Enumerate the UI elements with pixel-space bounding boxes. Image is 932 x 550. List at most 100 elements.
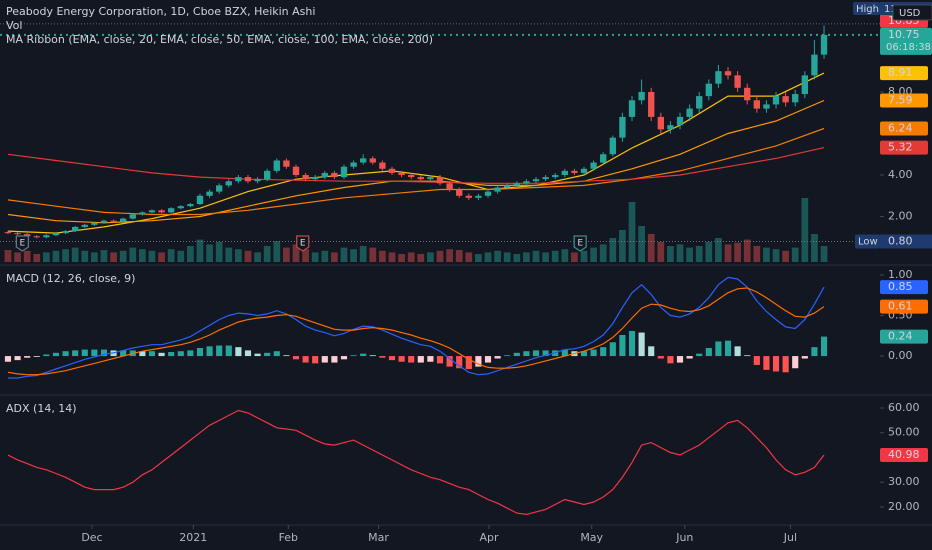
candle-body — [676, 116, 684, 126]
x-tick-label: Jul — [783, 531, 797, 544]
candle-body — [417, 177, 424, 180]
histogram-bar — [724, 340, 732, 357]
volume-bar — [206, 244, 213, 262]
volume-bar — [619, 230, 626, 262]
histogram-bar — [273, 351, 280, 357]
volume-bar — [43, 252, 50, 262]
histogram-bar — [801, 356, 808, 359]
volume-bar — [235, 249, 242, 262]
volume-bar — [561, 249, 569, 262]
ma-value-tag-bg — [880, 121, 928, 136]
candle-body — [734, 75, 741, 88]
histogram-bar — [715, 341, 722, 357]
candle-body — [81, 224, 88, 227]
candle-body — [398, 172, 405, 176]
x-tick-label: Dec — [81, 531, 102, 544]
candle-body — [120, 218, 127, 222]
candle-body — [811, 54, 818, 76]
volume-bar — [331, 252, 338, 262]
volume-bar — [14, 252, 21, 262]
volume-bar — [455, 250, 463, 262]
candle-body — [129, 214, 136, 219]
volume-bar — [475, 254, 482, 262]
histogram-bar — [168, 352, 175, 357]
x-tick-label: Mar — [368, 531, 389, 544]
volume-bar — [820, 246, 828, 262]
candle-body — [648, 91, 655, 117]
candle-body — [379, 162, 386, 169]
histogram-bar — [398, 356, 405, 362]
volume-bar — [225, 247, 233, 262]
low-marker-bg — [855, 234, 880, 249]
macd-value-tag-bg — [880, 299, 928, 314]
volume-bar — [513, 254, 521, 262]
histogram-bar — [436, 356, 444, 364]
volume-bar — [254, 252, 261, 262]
histogram-bar — [734, 346, 741, 357]
candle-body — [388, 168, 396, 173]
candle-body — [619, 116, 626, 138]
low-marker-label: Low — [858, 236, 878, 247]
histogram-bar — [523, 351, 530, 357]
x-tick-label: Feb — [279, 531, 298, 544]
histogram-bar — [456, 356, 463, 369]
y-tick-label: 60.00 — [888, 401, 920, 414]
ma-value-tag: 7.59 — [888, 93, 913, 106]
candle-body — [312, 177, 319, 180]
histogram-bar — [427, 356, 434, 362]
volume-bar — [81, 250, 89, 262]
volume-bar — [724, 244, 732, 262]
candle-body — [331, 172, 338, 178]
volume-bar — [321, 250, 329, 262]
histogram-bar — [705, 347, 712, 357]
adx-title: ADX (14, 14) — [6, 402, 77, 415]
candle-body — [168, 208, 175, 213]
histogram-bar — [196, 347, 204, 357]
volume-bar — [187, 246, 194, 262]
volume-bar — [283, 247, 290, 262]
histogram-bar — [446, 356, 453, 367]
histogram-bar — [254, 353, 261, 357]
candle-body — [590, 162, 597, 169]
candle-body — [801, 75, 808, 95]
low-value-label: 0.80 — [888, 234, 913, 247]
candle-body — [72, 226, 79, 232]
candle-body — [657, 116, 664, 130]
volume-bar — [638, 226, 645, 262]
histogram-bar — [350, 355, 357, 357]
histogram-bar — [52, 352, 60, 357]
event-marker — [15, 235, 30, 252]
volume-bar — [542, 252, 549, 262]
volume-bar — [167, 249, 175, 262]
volume-bar — [33, 254, 41, 262]
histogram-bar — [139, 351, 146, 357]
candle-body — [696, 96, 703, 109]
volume-bar — [791, 247, 799, 262]
histogram-bar — [676, 356, 684, 363]
candle-body — [340, 166, 348, 178]
candle-body — [264, 170, 271, 180]
candle-body — [100, 220, 108, 223]
ma-value-tag-bg — [880, 66, 928, 81]
histogram-bar — [561, 349, 568, 357]
volume-bar — [657, 242, 665, 262]
volume-title: Vol — [6, 19, 22, 32]
histogram-bar — [619, 334, 626, 357]
volume-bar — [119, 250, 127, 262]
candle-body — [24, 234, 31, 237]
histogram-bar — [206, 346, 213, 357]
currency-label: USD — [899, 8, 921, 19]
volume-bar — [571, 252, 578, 262]
histogram-bar — [811, 347, 818, 357]
candle-body — [561, 170, 568, 176]
candle-body — [638, 91, 645, 101]
macd-value-tag: 0.24 — [888, 330, 913, 343]
candle-body — [580, 168, 588, 173]
volume-bar — [686, 247, 693, 262]
histogram-bar — [513, 352, 520, 357]
candle-body — [542, 177, 549, 180]
candle-body — [705, 83, 712, 97]
histogram-bar — [590, 349, 597, 357]
histogram-bar — [542, 350, 549, 357]
